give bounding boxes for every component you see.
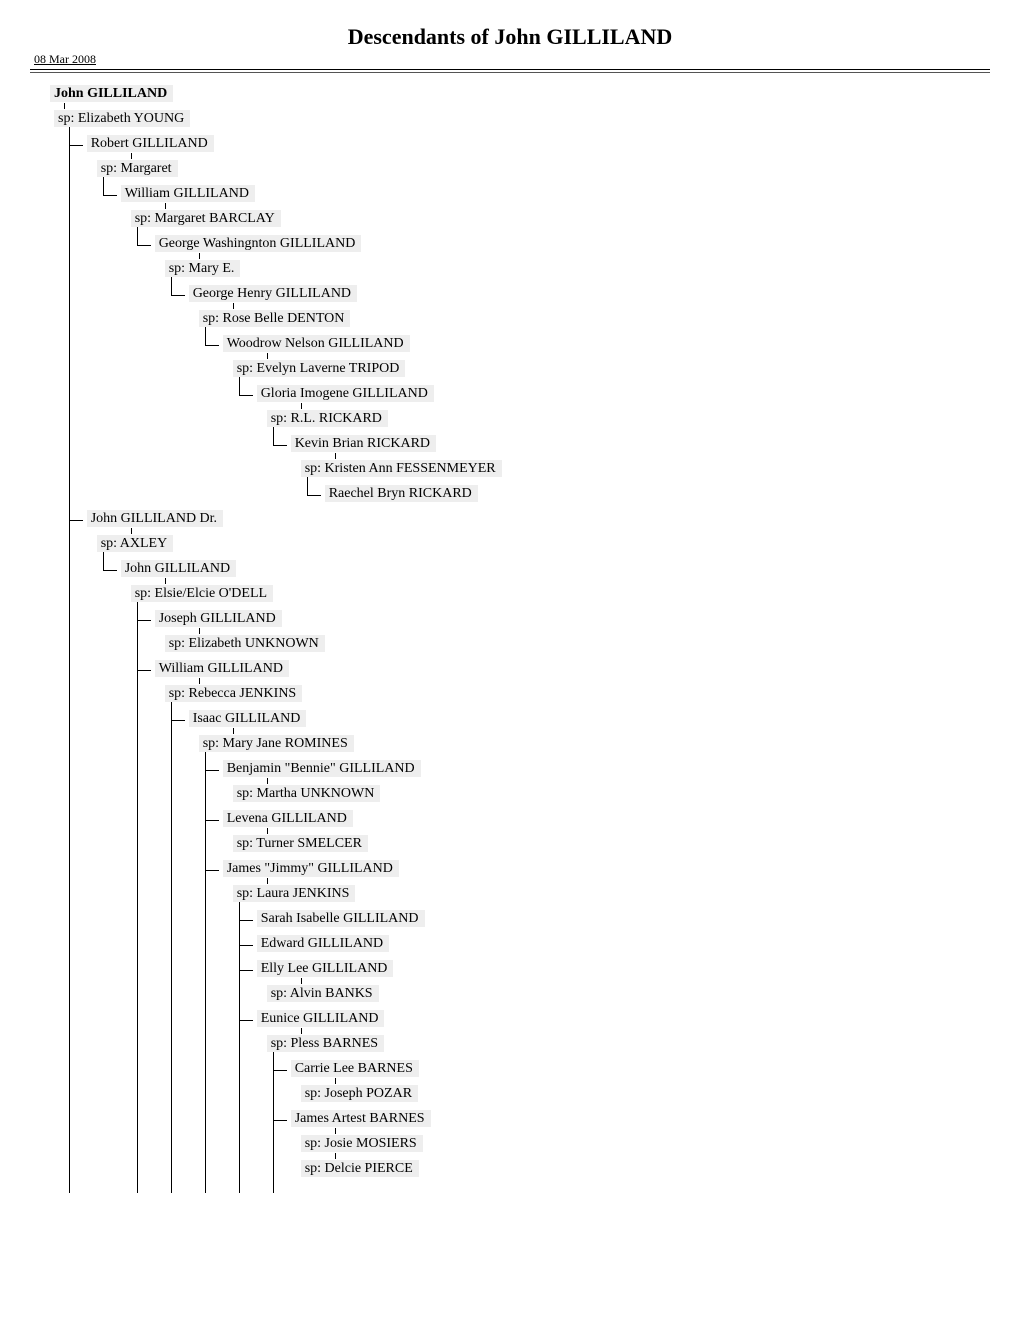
spouse-label: sp: Pless BARNES bbox=[267, 1035, 384, 1052]
spouse-row: sp: Elizabeth YOUNG bbox=[30, 108, 990, 133]
person-label: John GILLILAND bbox=[121, 560, 236, 577]
spouse-row: sp: R.L. RICKARD bbox=[30, 408, 990, 433]
spouse-label: sp: Joseph POZAR bbox=[301, 1085, 418, 1102]
spouse-label: sp: Josie MOSIERS bbox=[301, 1135, 423, 1152]
person-row: Raechel Bryn RICKARD bbox=[30, 483, 990, 508]
spouse-row: sp: Mary Jane ROMINES bbox=[30, 733, 990, 758]
spouse-row: sp: Margaret BARCLAY bbox=[30, 208, 990, 233]
person-row: James "Jimmy" GILLILAND bbox=[30, 858, 990, 883]
spouse-row: sp: Elizabeth UNKNOWN bbox=[30, 633, 990, 658]
spouse-row: sp: Mary E. bbox=[30, 258, 990, 283]
person-label: William GILLILAND bbox=[121, 185, 255, 202]
person-row: William GILLILAND bbox=[30, 183, 990, 208]
spouse-label: sp: AXLEY bbox=[97, 535, 174, 552]
person-row: Edward GILLILAND bbox=[30, 933, 990, 958]
spouse-label: sp: Evelyn Laverne TRIPOD bbox=[233, 360, 406, 377]
spouse-label: sp: Margaret bbox=[97, 160, 178, 177]
person-row: John GILLILAND bbox=[30, 558, 990, 583]
person-label: John GILLILAND Dr. bbox=[87, 510, 223, 527]
person-row: John GILLILAND bbox=[30, 83, 990, 108]
spouse-row: sp: Rebecca JENKINS bbox=[30, 683, 990, 708]
spouse-row: sp: Josie MOSIERS bbox=[30, 1133, 990, 1158]
person-label: Robert GILLILAND bbox=[87, 135, 214, 152]
person-row: William GILLILAND bbox=[30, 658, 990, 683]
spouse-row: sp: Margaret bbox=[30, 158, 990, 183]
person-label: George Washingnton GILLILAND bbox=[155, 235, 362, 252]
person-row: George Washingnton GILLILAND bbox=[30, 233, 990, 258]
person-label: Gloria Imogene GILLILAND bbox=[257, 385, 434, 402]
person-row: Eunice GILLILAND bbox=[30, 1008, 990, 1033]
person-row: Joseph GILLILAND bbox=[30, 608, 990, 633]
person-label: Levena GILLILAND bbox=[223, 810, 353, 827]
person-label: James Artest BARNES bbox=[291, 1110, 431, 1127]
person-label: George Henry GILLILAND bbox=[189, 285, 357, 302]
spouse-row: sp: Alvin BANKS bbox=[30, 983, 990, 1008]
spouse-label: sp: Laura JENKINS bbox=[233, 885, 356, 902]
spouse-label: sp: Alvin BANKS bbox=[267, 985, 379, 1002]
spouse-label: sp: Elsie/Elcie O'DELL bbox=[131, 585, 273, 602]
person-label: Isaac GILLILAND bbox=[189, 710, 307, 727]
spouse-label: sp: Mary Jane ROMINES bbox=[199, 735, 354, 752]
spouse-row: sp: Turner SMELCER bbox=[30, 833, 990, 858]
spouse-label: sp: Mary E. bbox=[165, 260, 241, 277]
person-label: John GILLILAND bbox=[50, 85, 173, 102]
spouse-row: sp: Martha UNKNOWN bbox=[30, 783, 990, 808]
spouse-row: sp: Rose Belle DENTON bbox=[30, 308, 990, 333]
person-row: Isaac GILLILAND bbox=[30, 708, 990, 733]
spouse-row: sp: Joseph POZAR bbox=[30, 1083, 990, 1108]
spouse-label: sp: Turner SMELCER bbox=[233, 835, 368, 852]
spouse-label: sp: Elizabeth YOUNG bbox=[54, 110, 190, 127]
spouse-row: sp: Laura JENKINS bbox=[30, 883, 990, 908]
person-row: George Henry GILLILAND bbox=[30, 283, 990, 308]
person-label: Benjamin "Bennie" GILLILAND bbox=[223, 760, 421, 777]
person-label: Eunice GILLILAND bbox=[257, 1010, 385, 1027]
spouse-label: sp: Rebecca JENKINS bbox=[165, 685, 303, 702]
person-row: Woodrow Nelson GILLILAND bbox=[30, 333, 990, 358]
spouse-label: sp: Kristen Ann FESSENMEYER bbox=[301, 460, 502, 477]
person-row: James Artest BARNES bbox=[30, 1108, 990, 1133]
spouse-row: sp: Elsie/Elcie O'DELL bbox=[30, 583, 990, 608]
spouse-label: sp: Elizabeth UNKNOWN bbox=[165, 635, 325, 652]
spouse-row: sp: Pless BARNES bbox=[30, 1033, 990, 1058]
person-row: Sarah Isabelle GILLILAND bbox=[30, 908, 990, 933]
person-row: Gloria Imogene GILLILAND bbox=[30, 383, 990, 408]
spouse-row: sp: Kristen Ann FESSENMEYER bbox=[30, 458, 990, 483]
descendant-tree: John GILLILAND sp: Elizabeth YOUNG Robert … bbox=[30, 83, 990, 1203]
person-row: Elly Lee GILLILAND bbox=[30, 958, 990, 983]
person-label: Woodrow Nelson GILLILAND bbox=[223, 335, 410, 352]
page-title: Descendants of John GILLILAND bbox=[30, 24, 990, 50]
spouse-label: sp: Delcie PIERCE bbox=[301, 1160, 419, 1177]
person-label: Elly Lee GILLILAND bbox=[257, 960, 394, 977]
person-row: Carrie Lee BARNES bbox=[30, 1058, 990, 1083]
spouse-label: sp: Margaret BARCLAY bbox=[131, 210, 281, 227]
person-label: Carrie Lee BARNES bbox=[291, 1060, 419, 1077]
spouse-label: sp: Martha UNKNOWN bbox=[233, 785, 381, 802]
spouse-row: sp: Delcie PIERCE bbox=[30, 1158, 990, 1183]
spouse-label: sp: Rose Belle DENTON bbox=[199, 310, 351, 327]
person-label: Joseph GILLILAND bbox=[155, 610, 282, 627]
report-date: 08 Mar 2008 bbox=[30, 52, 990, 67]
spouse-row: sp: Evelyn Laverne TRIPOD bbox=[30, 358, 990, 383]
person-row: John GILLILAND Dr. bbox=[30, 508, 990, 533]
person-label: James "Jimmy" GILLILAND bbox=[223, 860, 399, 877]
spouse-row: sp: AXLEY bbox=[30, 533, 990, 558]
person-label: Kevin Brian RICKARD bbox=[291, 435, 436, 452]
person-label: William GILLILAND bbox=[155, 660, 289, 677]
person-row: Robert GILLILAND bbox=[30, 133, 990, 158]
header-rule bbox=[30, 69, 990, 73]
person-label: Raechel Bryn RICKARD bbox=[325, 485, 478, 502]
person-label: Sarah Isabelle GILLILAND bbox=[257, 910, 425, 927]
person-row: Levena GILLILAND bbox=[30, 808, 990, 833]
spouse-label: sp: R.L. RICKARD bbox=[267, 410, 388, 427]
person-row: Benjamin "Bennie" GILLILAND bbox=[30, 758, 990, 783]
person-row: Kevin Brian RICKARD bbox=[30, 433, 990, 458]
person-label: Edward GILLILAND bbox=[257, 935, 389, 952]
